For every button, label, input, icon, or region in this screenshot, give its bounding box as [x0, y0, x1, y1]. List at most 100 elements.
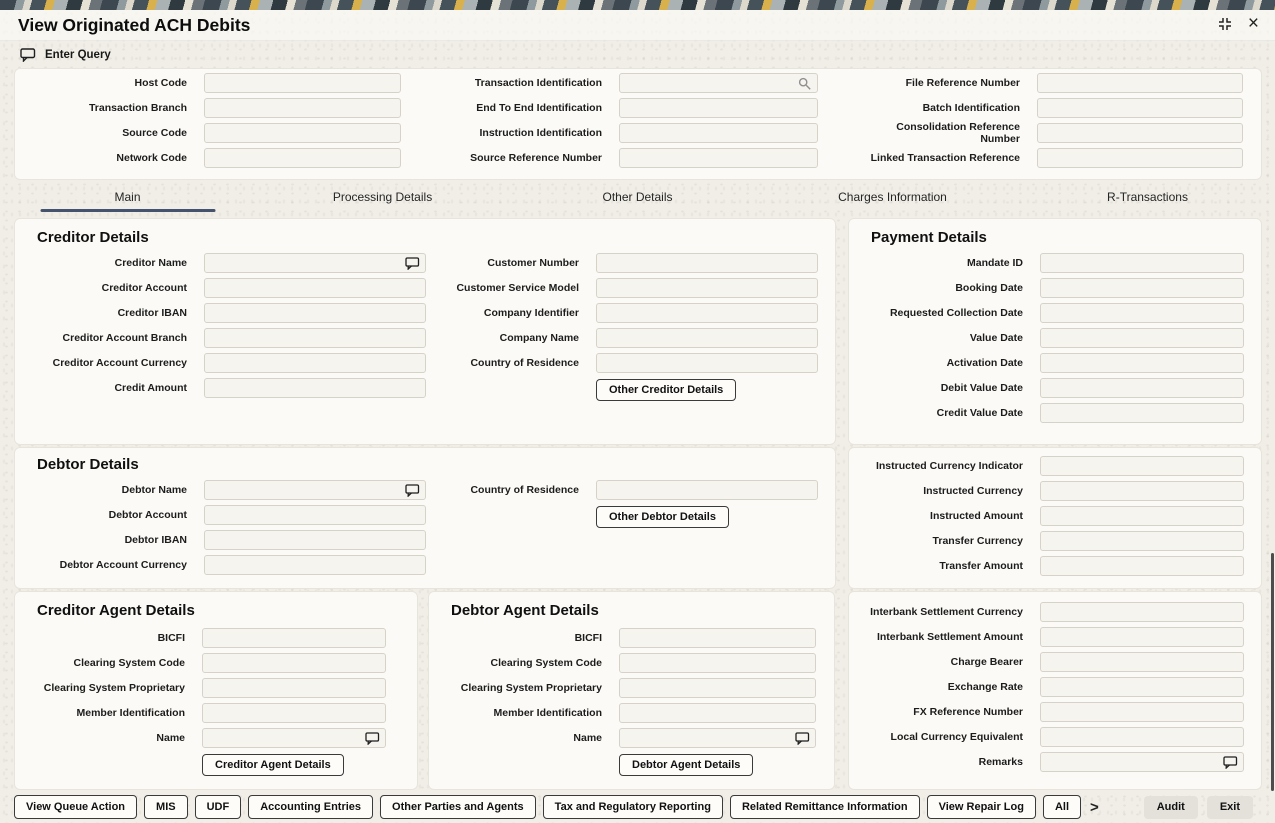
tab-other-details[interactable]: Other Details — [510, 184, 765, 212]
creditor-creditor-name-value[interactable] — [205, 255, 425, 273]
hdr-host-code-value[interactable] — [205, 75, 400, 93]
other-debtor-details-button[interactable]: Other Debtor Details — [596, 506, 729, 528]
hdr-instruction-identification-value[interactable] — [620, 125, 817, 143]
related-remittance-information-button[interactable]: Related Remittance Information — [729, 795, 920, 819]
creditor-company-identifier-input[interactable] — [596, 303, 818, 323]
payment-debit-value-date-input[interactable] — [1040, 378, 1244, 398]
instructed-transfer-currency-value[interactable] — [1041, 533, 1243, 551]
debtor-agent-bicfi-value[interactable] — [620, 630, 815, 648]
exit-button[interactable]: Exit — [1206, 795, 1253, 819]
view-repair-log-button[interactable]: View Repair Log — [926, 795, 1036, 819]
debtor-debtor-name-input[interactable] — [204, 480, 426, 500]
creditor-company-identifier-value[interactable] — [597, 305, 817, 323]
debtor-agent-details-button[interactable]: Debtor Agent Details — [619, 754, 754, 776]
mis-button[interactable]: MIS — [144, 795, 188, 819]
debtor-agent-name-value[interactable] — [620, 730, 815, 748]
payment-activation-date-input[interactable] — [1040, 353, 1244, 373]
creditor-agent-bicfi-input[interactable] — [202, 628, 386, 648]
hdr-network-code-value[interactable] — [205, 150, 400, 168]
creditor-creditor-account-value[interactable] — [205, 280, 425, 298]
creditor-agent-clearing-system-proprietary-input[interactable] — [202, 678, 386, 698]
hdr-instruction-identification-input[interactable] — [619, 123, 818, 143]
udf-button[interactable]: UDF — [194, 795, 242, 819]
debtor-debtor-account-currency-input[interactable] — [204, 555, 426, 575]
debtor-debtor-iban-value[interactable] — [205, 532, 425, 550]
remarks-bubble-icon[interactable] — [405, 484, 420, 498]
more-actions-chevron[interactable]: > — [1089, 798, 1099, 816]
settlement-interbank-settlement-amount-value[interactable] — [1041, 629, 1243, 647]
debtor-country-of-residence-value[interactable] — [597, 482, 817, 500]
hdr-transaction-identification-value[interactable] — [620, 75, 817, 93]
hdr-source-reference-number-value[interactable] — [620, 150, 817, 168]
creditor-agent-clearing-system-proprietary-value[interactable] — [203, 680, 385, 698]
other-creditor-details-button[interactable]: Other Creditor Details — [596, 379, 737, 401]
settlement-remarks-value[interactable] — [1041, 754, 1243, 772]
settlement-local-currency-equivalent-input[interactable] — [1040, 727, 1244, 747]
payment-credit-value-date-input[interactable] — [1040, 403, 1244, 423]
creditor-creditor-iban-input[interactable] — [204, 303, 426, 323]
creditor-customer-number-input[interactable] — [596, 253, 818, 273]
creditor-creditor-iban-value[interactable] — [205, 305, 425, 323]
debtor-agent-clearing-system-code-input[interactable] — [619, 653, 816, 673]
instructed-instructed-currency-value[interactable] — [1041, 483, 1243, 501]
settlement-charge-bearer-input[interactable] — [1040, 652, 1244, 672]
creditor-customer-service-model-input[interactable] — [596, 278, 818, 298]
creditor-credit-amount-value[interactable] — [205, 380, 425, 398]
hdr-end-to-end-identification-input[interactable] — [619, 98, 818, 118]
payment-booking-date-input[interactable] — [1040, 278, 1244, 298]
creditor-country-of-residence-value[interactable] — [597, 355, 817, 373]
instructed-instructed-amount-value[interactable] — [1041, 508, 1243, 526]
payment-credit-value-date-value[interactable] — [1041, 405, 1243, 423]
hdr-source-reference-number-input[interactable] — [619, 148, 818, 168]
payment-value-date-input[interactable] — [1040, 328, 1244, 348]
debtor-agent-member-identification-input[interactable] — [619, 703, 816, 723]
payment-activation-date-value[interactable] — [1041, 355, 1243, 373]
tab-charges-information[interactable]: Charges Information — [765, 184, 1020, 212]
other-parties-and-agents-button[interactable]: Other Parties and Agents — [380, 795, 536, 819]
instructed-transfer-amount-value[interactable] — [1041, 558, 1243, 576]
payment-mandate-id-input[interactable] — [1040, 253, 1244, 273]
payment-booking-date-value[interactable] — [1041, 280, 1243, 298]
hdr-batch-identification-value[interactable] — [1038, 100, 1242, 118]
instructed-instructed-currency-input[interactable] — [1040, 481, 1244, 501]
creditor-creditor-account-branch-value[interactable] — [205, 330, 425, 348]
hdr-batch-identification-input[interactable] — [1037, 98, 1243, 118]
view-queue-action-button[interactable]: View Queue Action — [14, 795, 138, 819]
debtor-agent-clearing-system-proprietary-input[interactable] — [619, 678, 816, 698]
creditor-agent-clearing-system-code-input[interactable] — [202, 653, 386, 673]
instructed-instructed-currency-indicator-value[interactable] — [1041, 458, 1243, 476]
instructed-instructed-currency-indicator-input[interactable] — [1040, 456, 1244, 476]
creditor-agent-member-identification-value[interactable] — [203, 705, 385, 723]
debtor-agent-member-identification-value[interactable] — [620, 705, 815, 723]
instructed-transfer-amount-input[interactable] — [1040, 556, 1244, 576]
creditor-agent-name-value[interactable] — [203, 730, 385, 748]
settlement-interbank-settlement-currency-input[interactable] — [1040, 602, 1244, 622]
creditor-creditor-account-input[interactable] — [204, 278, 426, 298]
hdr-file-reference-number-input[interactable] — [1037, 73, 1243, 93]
audit-button[interactable]: Audit — [1143, 795, 1198, 819]
hdr-host-code-input[interactable] — [204, 73, 401, 93]
hdr-transaction-branch-value[interactable] — [205, 100, 400, 118]
instructed-transfer-currency-input[interactable] — [1040, 531, 1244, 551]
instructed-instructed-amount-input[interactable] — [1040, 506, 1244, 526]
creditor-agent-member-identification-input[interactable] — [202, 703, 386, 723]
debtor-debtor-account-value[interactable] — [205, 507, 425, 525]
creditor-creditor-account-currency-input[interactable] — [204, 353, 426, 373]
remarks-bubble-icon[interactable] — [1223, 756, 1238, 770]
creditor-company-name-input[interactable] — [596, 328, 818, 348]
payment-requested-collection-date-value[interactable] — [1041, 305, 1243, 323]
hdr-linked-transaction-reference-value[interactable] — [1038, 150, 1242, 168]
hdr-consolidation-reference-number-value[interactable] — [1038, 125, 1242, 143]
maximize-icon[interactable] — [1218, 17, 1232, 31]
debtor-agent-clearing-system-proprietary-value[interactable] — [620, 680, 815, 698]
creditor-customer-service-model-value[interactable] — [597, 280, 817, 298]
creditor-creditor-account-branch-input[interactable] — [204, 328, 426, 348]
tab-processing-details[interactable]: Processing Details — [255, 184, 510, 212]
hdr-transaction-identification-input[interactable] — [619, 73, 818, 93]
settlement-interbank-settlement-currency-value[interactable] — [1041, 604, 1243, 622]
settlement-local-currency-equivalent-value[interactable] — [1041, 729, 1243, 747]
remarks-bubble-icon[interactable] — [795, 732, 810, 746]
settlement-exchange-rate-value[interactable] — [1041, 679, 1243, 697]
creditor-agent-name-input[interactable] — [202, 728, 386, 748]
debtor-debtor-name-value[interactable] — [205, 482, 425, 500]
